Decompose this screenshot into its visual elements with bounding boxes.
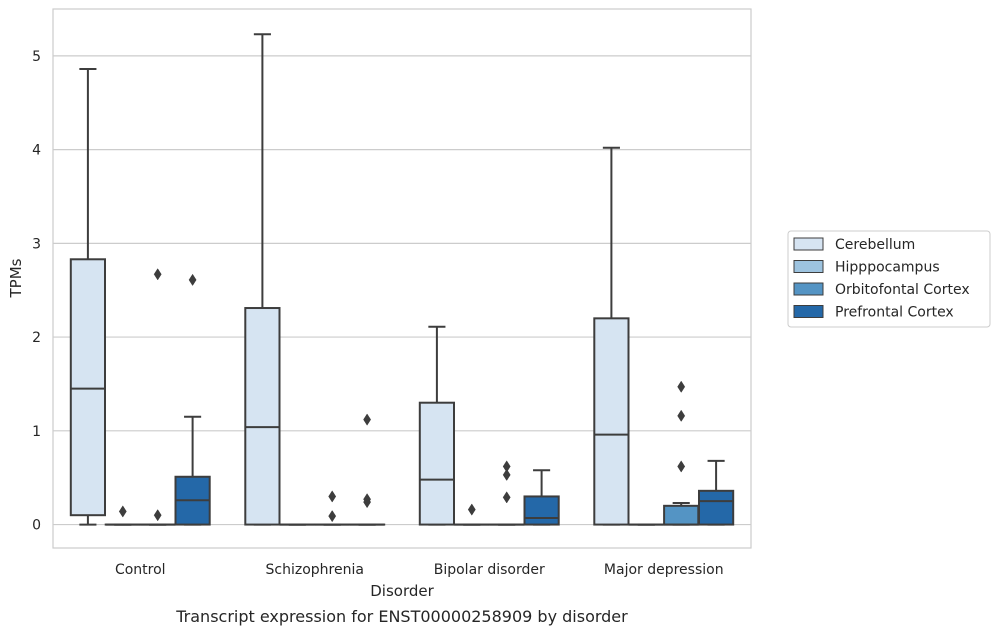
x-axis-label: Disorder xyxy=(370,582,434,600)
legend-frame xyxy=(787,230,991,328)
x-tick-label: Control xyxy=(115,562,166,578)
outlier-point xyxy=(363,413,371,426)
chart-caption: Transcript expression for ENST0000025890… xyxy=(175,607,628,626)
box-body xyxy=(244,307,281,526)
legend-swatch xyxy=(793,282,824,296)
box-0-2 xyxy=(418,325,456,526)
legend-label: Cerebellum xyxy=(835,237,915,253)
box-body xyxy=(593,317,630,526)
outlier-point xyxy=(328,510,337,523)
x-tick-label: Bipolar disorder xyxy=(434,562,545,578)
outlier-point xyxy=(677,380,686,393)
y-tick-label: 1 xyxy=(32,424,41,440)
legend-label: Prefrontal Cortex xyxy=(835,305,954,321)
y-tick-label: 2 xyxy=(32,330,41,346)
outlier-point xyxy=(328,490,337,503)
outlier-point xyxy=(153,509,162,522)
box-3-1 xyxy=(348,413,386,526)
box-2-3 xyxy=(663,380,700,526)
outlier-point xyxy=(502,460,511,473)
legend-swatch xyxy=(793,260,824,273)
legend-swatch xyxy=(793,305,824,318)
outlier-point xyxy=(502,491,511,504)
x-ticks: Control Schizophrenia Bipolar disorder Majo… xyxy=(115,562,724,578)
box-3-2 xyxy=(523,469,560,526)
legend: Cerebellum Hipppocampus Orbitofontal Corte… xyxy=(787,230,991,328)
y-tick-label: 5 xyxy=(32,49,41,65)
box-body xyxy=(663,504,700,526)
y-tick-label: 3 xyxy=(32,236,41,252)
box-0-1 xyxy=(244,33,281,526)
box-body xyxy=(69,258,107,517)
box-0-3 xyxy=(593,146,630,526)
y-axis-label: TPMs xyxy=(7,258,25,298)
x-tick-label: Schizophrenia xyxy=(266,562,364,578)
outlier-point xyxy=(188,273,197,286)
box-2-2 xyxy=(488,460,525,526)
box-body xyxy=(697,489,735,526)
box-1-0 xyxy=(104,505,141,526)
outlier-point xyxy=(363,493,371,506)
box-2-0 xyxy=(139,268,176,526)
y-ticks: 0 1 2 3 4 5 xyxy=(32,49,41,534)
box-3-3 xyxy=(697,459,735,526)
outlier-point xyxy=(118,505,127,518)
grid-lines xyxy=(53,55,751,526)
outlier-point xyxy=(153,268,162,281)
box-2-1 xyxy=(314,490,351,526)
boxes xyxy=(69,33,735,526)
legend-label: Hipppocampus xyxy=(835,260,940,276)
legend-swatch xyxy=(793,237,824,251)
box-body xyxy=(418,401,456,526)
box-body xyxy=(523,495,560,526)
box-3-0 xyxy=(174,273,211,526)
outlier-point xyxy=(677,460,686,473)
legend-label: Orbitofontal Cortex xyxy=(835,282,970,298)
outlier-point xyxy=(502,468,511,481)
x-tick-label: Major depression xyxy=(604,562,724,578)
outlier-point xyxy=(467,503,476,516)
box-1-2 xyxy=(453,503,490,526)
plot-frame xyxy=(52,8,752,549)
outlier-point xyxy=(677,409,686,422)
y-tick-label: 4 xyxy=(32,143,41,159)
box-0-0 xyxy=(69,67,107,526)
y-tick-label: 0 xyxy=(32,518,41,534)
